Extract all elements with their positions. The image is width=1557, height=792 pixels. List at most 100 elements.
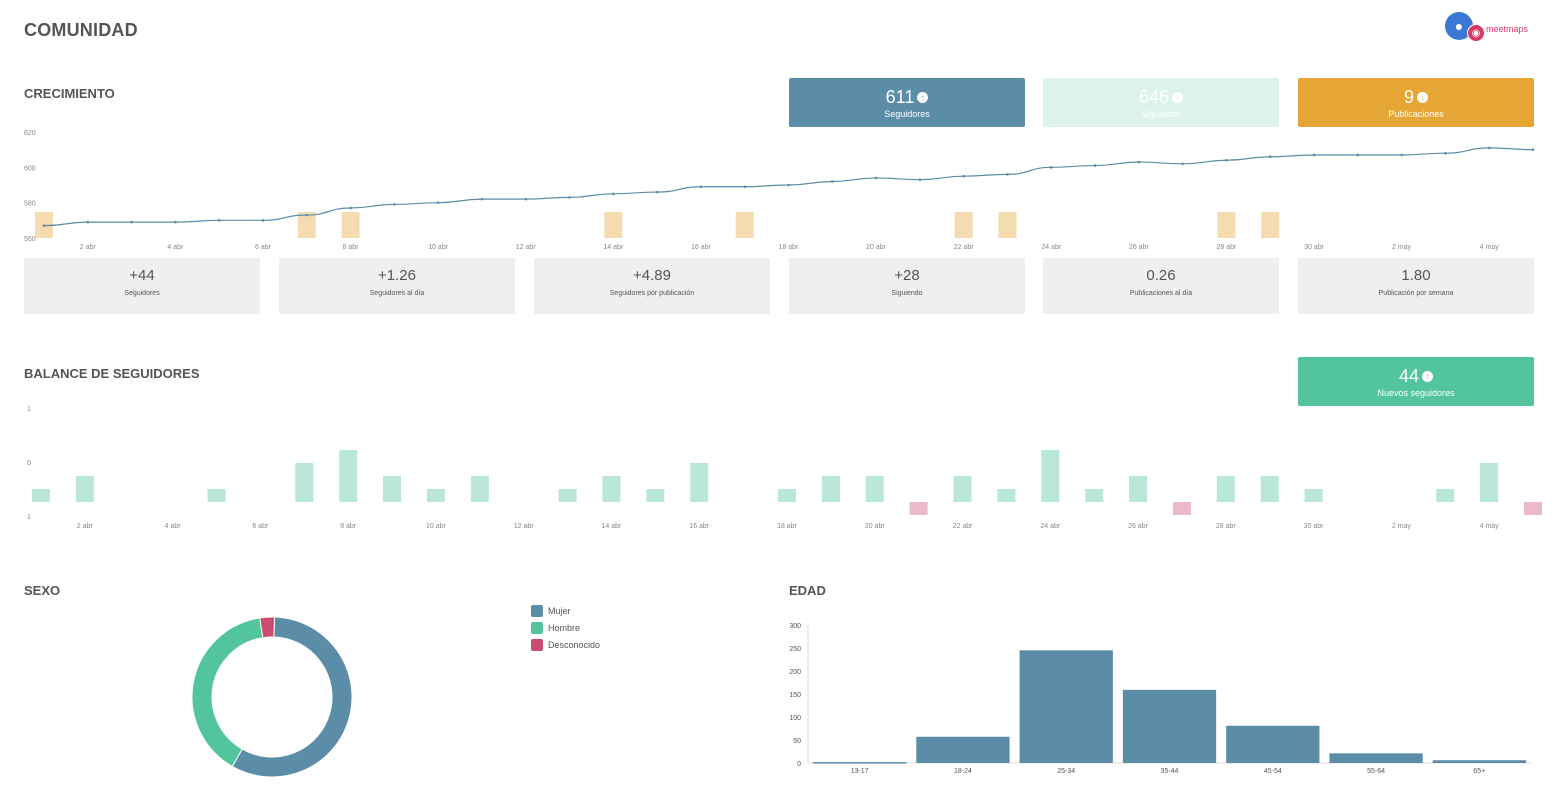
x-tick-label: 13-17: [851, 768, 869, 775]
age-bar: [916, 736, 1010, 763]
y-tick-label: 100: [789, 715, 801, 722]
data-point: [524, 197, 528, 201]
sex-section-title: SEXO: [24, 583, 61, 598]
stat-label: Publicaciones al día: [1129, 290, 1193, 297]
data-point: [1006, 173, 1009, 176]
following-kpi-card: 646 ↑ Siguiendo: [1043, 78, 1279, 127]
following-kpi-value: 646: [1138, 87, 1170, 107]
post-bar: [954, 212, 973, 238]
x-tick-label: 22 abr: [953, 523, 974, 530]
legend-swatch: [531, 621, 543, 634]
stat-card-followers: +44 Seguidores: [24, 258, 260, 314]
stat-card-posts-per-week: 1.80 Publicación por semana: [1298, 258, 1534, 314]
growth-line-chart: 560 580 600 620 2 abr 4 abr 6 abr 8 abr 10 abr 12…: [24, 130, 1535, 251]
data-point: [1137, 160, 1141, 164]
gain-bar: [1480, 463, 1499, 502]
age-bar: [1226, 725, 1320, 763]
gain-bar: [1085, 489, 1104, 502]
x-tick-label: 20 abr: [865, 523, 886, 530]
gain-bar: [339, 450, 358, 502]
data-point: [699, 185, 703, 189]
arrow-up-icon: ↑: [1172, 91, 1184, 103]
x-tick-label: 12 abr: [516, 244, 537, 251]
x-tick-label: 2 abr: [80, 244, 97, 251]
pie-slice-hombre: [191, 617, 264, 768]
age-bar: [1329, 753, 1423, 763]
stat-label: Seguidores al día: [369, 290, 425, 297]
gain-bar: [865, 476, 884, 502]
y-tick-label: 200: [789, 669, 801, 676]
data-point: [480, 197, 484, 201]
data-point: [1225, 158, 1228, 162]
stat-label: Publicación por semana: [1378, 290, 1454, 297]
x-tick-label: 18-24: [954, 768, 972, 775]
stat-value: 1.80: [1401, 267, 1431, 284]
x-tick-label: 24 abr: [1040, 523, 1061, 530]
stat-label: Siguiendo: [891, 290, 923, 297]
x-tick-label: 6 abr: [252, 523, 269, 530]
x-tick-label: 2 abr: [77, 523, 94, 530]
following-kpi-label: Siguiendo: [1140, 109, 1182, 119]
gain-bar: [75, 476, 94, 502]
growth-section-title: CRECIMIENTO: [24, 86, 115, 101]
y-tick-label: 300: [789, 623, 801, 630]
x-tick-label: 10 abr: [428, 244, 449, 251]
x-tick-label: 10 abr: [426, 523, 447, 530]
stat-card-following: +28 Siguiendo: [789, 258, 1025, 314]
posts-kpi-card: 9 ↓ Publicaciones: [1298, 78, 1534, 127]
loss-bar: [1524, 502, 1542, 515]
x-tick-label: 35-44: [1161, 768, 1179, 775]
data-point: [217, 219, 221, 222]
data-point: [1356, 153, 1360, 157]
stat-card-followers-per-day: +1.26 Seguidores al día: [279, 258, 515, 314]
gain-bar: [1129, 476, 1148, 502]
pie-slice-mujer: [231, 616, 353, 778]
gain-bar: [1304, 489, 1323, 502]
arrow-up-icon: ↑: [917, 91, 929, 103]
data-point: [1444, 151, 1447, 155]
sex-donut-chart: [191, 616, 353, 778]
new-followers-kpi-card: 44 ↑ Nuevos seguidores: [1298, 357, 1534, 406]
data-point: [261, 219, 265, 222]
y-tick-label: 0: [797, 761, 801, 768]
data-point: [305, 213, 309, 217]
x-tick-label: 16 abr: [691, 244, 712, 251]
data-point: [1312, 153, 1316, 157]
gain-bar: [1216, 476, 1235, 502]
data-point: [174, 220, 177, 224]
loss-bar: [909, 502, 928, 515]
stat-label: Seguidores: [124, 290, 160, 297]
gain-bar: [32, 489, 50, 502]
brand-logo: ● ◉ meetmaps: [1445, 12, 1535, 46]
pie-slice-desconocido: [259, 616, 276, 639]
gain-bar: [953, 476, 972, 502]
data-point: [86, 220, 90, 224]
legend-swatch: [531, 638, 543, 651]
page-title: COMUNIDAD: [24, 20, 138, 40]
gain-bar: [1260, 476, 1279, 502]
x-tick-label: 16 abr: [689, 523, 710, 530]
gain-bar: [646, 489, 665, 502]
x-tick-label: 22 abr: [954, 244, 975, 251]
post-bar: [1261, 212, 1280, 238]
x-tick-label: 26 abr: [1128, 523, 1149, 530]
gain-bar: [207, 489, 226, 502]
stat-card-posts-per-day: 0.26 Publicaciones al día: [1043, 258, 1279, 314]
x-tick-label: 4 abr: [165, 523, 182, 530]
stat-label: Seguidores por publicación: [609, 290, 695, 297]
brand-name: meetmaps: [1486, 24, 1529, 34]
data-point: [1531, 148, 1535, 151]
x-tick-label: 14 abr: [603, 244, 624, 251]
legend-item: Mujer: [531, 603, 600, 618]
stat-value: 0.26: [1146, 267, 1176, 284]
x-tick-label: 20 abr: [866, 244, 887, 251]
y-tick-label: 560: [24, 236, 36, 243]
stat-value: +4.89: [633, 267, 671, 284]
data-point: [830, 180, 834, 183]
x-tick-label: 2 may: [1392, 523, 1412, 530]
stat-card-followers-per-post: +4.89 Seguidores por publicación: [534, 258, 770, 314]
data-point: [655, 190, 659, 194]
gain-bar: [1436, 489, 1455, 502]
data-point: [874, 176, 878, 180]
